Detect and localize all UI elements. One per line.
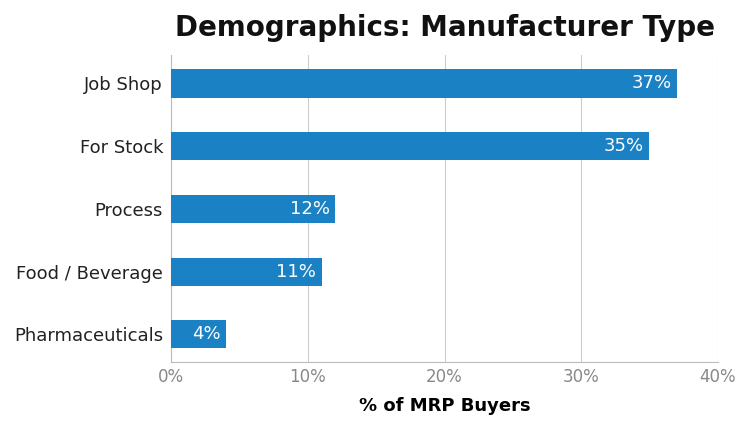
Text: 35%: 35% (604, 137, 644, 155)
Bar (171, 320, 226, 348)
Bar (171, 195, 335, 223)
Text: 12%: 12% (290, 200, 330, 218)
Title: Demographics: Manufacturer Type: Demographics: Manufacturer Type (175, 14, 715, 42)
Text: 4%: 4% (192, 325, 220, 343)
X-axis label: % of MRP Buyers: % of MRP Buyers (358, 397, 530, 415)
Bar (171, 132, 650, 160)
Bar (171, 257, 322, 286)
Text: 37%: 37% (632, 74, 671, 92)
Bar (171, 69, 676, 97)
Text: 11%: 11% (276, 263, 316, 281)
